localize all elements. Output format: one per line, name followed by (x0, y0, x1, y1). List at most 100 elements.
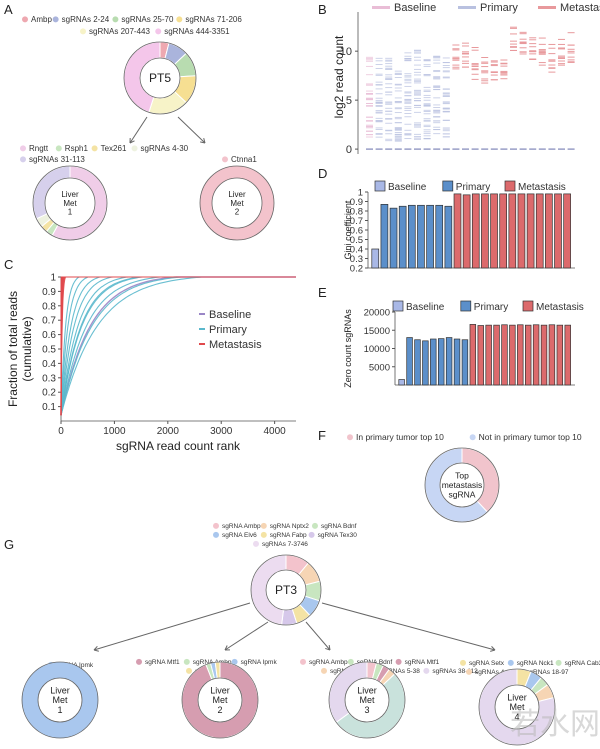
g-met4-label-2: 4 (514, 712, 519, 722)
e-bar-17 (532, 324, 540, 386)
c-ytick-label-4: 0.5 (42, 345, 56, 356)
d-bar-11 (471, 193, 480, 269)
g-arrow-1-line (93, 602, 251, 651)
d-bar-14 (499, 193, 507, 269)
e-legend-text-0: Baseline (406, 302, 445, 313)
a-arrow-2-head (200, 138, 206, 144)
g-legend-dot-2 (311, 522, 318, 529)
panel-c: 0.1 0.2 0.3 0.4 0.5 0.6 0.7 0.8 0.9 1 0 1000 2000 300… (6, 273, 296, 453)
g-met1-outline (21, 661, 99, 739)
g-legend-text-0: sgRNA Ambp (222, 523, 261, 530)
g-pt3-label-0: PT3 (275, 583, 297, 597)
e-ylabel: Zero count sgRNAs (343, 309, 353, 388)
b-strip-5 (414, 49, 421, 150)
d-bar-20 (554, 193, 562, 269)
d-bar-5 (417, 204, 425, 269)
d-ytick-label-0: 0.2 (350, 264, 363, 275)
d-bar-21 (563, 193, 571, 269)
g-met3-label-0: Liver (357, 685, 377, 695)
a-legend-dot-4 (80, 28, 86, 35)
a-pt5-label-0: PT5 (149, 71, 171, 85)
g-met2-hole (197, 677, 243, 723)
g-met1-label-0: Liver (50, 685, 70, 695)
g-met4-label-1: Met (509, 702, 525, 712)
b-strip-19 (548, 43, 556, 150)
g-legend-dot-1 (260, 522, 267, 529)
g-pt3-outline (250, 554, 322, 626)
d-bar-13 (490, 193, 498, 269)
a-met2-slice-0 (200, 166, 274, 240)
b-strip-1 (375, 57, 383, 150)
g-met3-legend-dot-2 (395, 658, 402, 665)
e-ytick-label-2: 15000 (364, 326, 390, 337)
a-met1-hole (44, 177, 96, 229)
f-legend-text-1: Not in primary tumor top 10 (479, 432, 582, 442)
g-met4-legend-dot-0 (460, 659, 466, 666)
g-legend-dot-6 (253, 540, 259, 547)
g-met3-outline (328, 661, 406, 739)
e-bar-12 (493, 324, 500, 386)
a-arrow-1-head (129, 137, 135, 144)
a-met1-legend-text-0: Rngtt (29, 144, 49, 153)
g-met3-hole (344, 677, 390, 723)
g-legend-text-3: sgRNA Elv6 (222, 532, 257, 539)
a-met1-legend-text-1: Rsph1 (65, 144, 89, 153)
a-met2-label-0: Liver (228, 190, 246, 199)
a-met2-label-2: 2 (235, 208, 240, 217)
c-ytick-label-5: 0.6 (42, 330, 56, 341)
a-legend-dot-2 (112, 16, 119, 23)
d-legend-swatch-0 (374, 180, 386, 192)
d-ytick-label-6: 0.8 (350, 207, 363, 218)
c-ytick-label-1: 0.2 (42, 388, 56, 399)
e-bar-7 (453, 338, 461, 386)
d-bar-8 (444, 205, 453, 269)
panel-letter-c: C (4, 257, 13, 272)
b-legend-swatch-1 (458, 6, 476, 9)
e-bar-0 (398, 379, 405, 386)
e-bar-13 (501, 324, 508, 386)
e-legend-text-2: Metastasis (536, 302, 584, 313)
a-met1-label-2: 1 (68, 208, 73, 217)
c-xtick-label-1: 1000 (103, 426, 126, 437)
a-met1-legend-dot-0 (20, 145, 26, 152)
b-strip-9 (452, 44, 460, 150)
a-pt5-hole (139, 57, 181, 99)
b-strip-18 (538, 37, 546, 150)
a-met2-legend-dot-0 (222, 156, 228, 163)
d-bar-19 (545, 193, 553, 269)
d-bar-1 (380, 204, 389, 269)
d-bar-6 (426, 204, 434, 269)
e-bar-20 (556, 324, 564, 386)
b-strip-12 (481, 56, 489, 150)
g-met4-legend-text-4: sgRNAs 18-97 (526, 669, 569, 676)
g-legend-dot-0 (213, 522, 219, 529)
g-met2-label-2: 2 (217, 705, 222, 715)
a-met1-legend-dot-4 (20, 156, 26, 163)
g-legend-text-5: sgRNA Tex30 (318, 532, 358, 539)
b-ytick-label-2: 10 (340, 46, 352, 58)
a-met2-hole (211, 177, 263, 229)
b-strip-10 (462, 42, 469, 150)
d-bar-0 (371, 248, 380, 269)
a-legend-text-4: sgRNAs 207-443 (89, 27, 150, 36)
g-met3-label-1: Met (359, 695, 375, 705)
a-legend-dot-5 (155, 28, 162, 35)
g-met3-legend-text-4: sgRNAs 5-38 (381, 668, 420, 675)
g-met4-outline (478, 668, 556, 746)
e-bar-4 (430, 338, 437, 386)
e-bar-15 (517, 324, 524, 386)
d-bar-2 (389, 207, 398, 269)
e-bar-11 (485, 324, 492, 386)
d-legend-text-2: Metastasis (518, 182, 566, 193)
c-ytick-label-9: 1 (50, 273, 56, 284)
g-met4-label-0: Liver (507, 692, 527, 702)
g-met3-legend-dot-1 (347, 658, 354, 665)
a-arrow-2-line (177, 116, 206, 144)
g-legend-text-2: sgRNA Bdnf (321, 523, 357, 530)
d-bar-3 (398, 205, 407, 269)
b-ylabel: log2 read count (332, 35, 346, 118)
a-met1-legend-dot-3 (131, 145, 138, 152)
c-ytick-label-8: 0.9 (42, 287, 56, 298)
g-legend-text-1: sgRNA Nptx2 (270, 523, 309, 530)
